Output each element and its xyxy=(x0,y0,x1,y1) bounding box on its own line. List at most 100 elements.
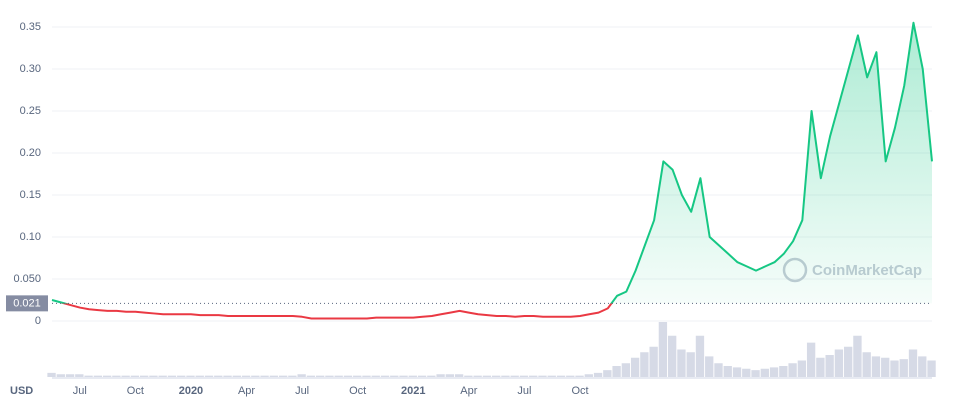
volume-bar xyxy=(677,349,686,377)
volume-bar xyxy=(121,375,130,377)
volume-bar xyxy=(390,375,399,377)
volume-bar xyxy=(714,363,723,377)
volume-bar xyxy=(871,356,881,377)
volume-bar xyxy=(816,357,825,377)
volume-bar xyxy=(779,366,788,377)
x-tick-label: Jul xyxy=(295,385,309,397)
volume-bar xyxy=(408,375,417,377)
volume-bar xyxy=(325,375,334,377)
volume-bar xyxy=(640,352,649,377)
baseline-tag xyxy=(6,295,48,312)
volume-bar xyxy=(306,375,316,377)
volume-bar xyxy=(353,375,362,377)
volume-bar xyxy=(769,367,779,377)
volume-bar xyxy=(788,363,797,377)
volume-bar xyxy=(705,356,714,377)
volume-bar xyxy=(751,370,760,377)
volume-bar xyxy=(232,375,241,377)
volume-bar xyxy=(760,368,769,377)
volume-bar xyxy=(834,349,844,377)
volume-bar xyxy=(464,375,473,377)
volume-bar xyxy=(158,375,167,377)
volume-bar xyxy=(269,375,279,377)
volume-bar xyxy=(102,375,112,377)
volume-bar xyxy=(177,375,186,377)
volume-bar xyxy=(732,367,742,377)
volume-bar xyxy=(492,375,501,377)
volume-bar xyxy=(593,372,603,377)
volume-bar xyxy=(473,375,482,377)
volume-bar xyxy=(167,375,177,377)
y-tick-label: 0.30 xyxy=(20,63,41,75)
volume-bar xyxy=(297,374,306,377)
volume-bar xyxy=(844,346,853,377)
volume-bar xyxy=(316,375,325,377)
volume-bar xyxy=(658,322,668,377)
x-tick-label: Jul xyxy=(73,385,87,397)
volume-bar xyxy=(288,375,297,377)
x-tick-label: Apr xyxy=(460,385,477,397)
baseline-label: 0.021 xyxy=(13,297,41,309)
volume-bar xyxy=(140,375,149,377)
volume-bar xyxy=(899,359,908,377)
price-line xyxy=(51,21,933,320)
volume-bar xyxy=(65,374,75,377)
volume-bar xyxy=(742,368,751,377)
volume-bar xyxy=(649,346,658,377)
x-tick-label: 2021 xyxy=(401,385,425,397)
volume-bar xyxy=(417,375,427,377)
x-tick-label: Oct xyxy=(127,385,144,397)
volume-bar xyxy=(501,375,510,377)
volume-bar xyxy=(723,366,732,377)
x-tick-label: Oct xyxy=(349,385,366,397)
volume-bar xyxy=(862,352,871,377)
y-tick-label: 0.20 xyxy=(20,147,41,159)
y-tick-label: 0.15 xyxy=(20,189,41,201)
y-tick-label: 0.35 xyxy=(20,21,41,33)
y-tick-label: 0 xyxy=(35,315,41,327)
volume-bar xyxy=(890,360,899,377)
volume-bar xyxy=(538,375,547,377)
volume-bar xyxy=(797,360,807,377)
volume-bar xyxy=(251,375,260,377)
volume-bar xyxy=(112,375,121,377)
volume-bar xyxy=(927,360,936,377)
volume-bar xyxy=(380,375,390,377)
x-tick-label: Oct xyxy=(571,385,588,397)
volume-bar xyxy=(56,374,65,377)
volume-bar xyxy=(668,335,677,377)
volume-bar xyxy=(186,375,195,377)
volume-bar xyxy=(612,366,621,377)
volume-bar xyxy=(445,374,455,377)
volume-bar xyxy=(399,375,408,377)
volume-bar xyxy=(603,370,612,377)
volume-bar xyxy=(260,375,269,377)
volume-bar xyxy=(556,375,566,377)
volume-bar xyxy=(454,374,464,377)
volume-bar xyxy=(371,375,380,377)
y-axis-unit: USD xyxy=(10,385,33,397)
y-tick-label: 0.050 xyxy=(13,273,41,285)
y-tick-label: 0.10 xyxy=(20,231,41,243)
volume-bar xyxy=(621,363,631,377)
volume-bar xyxy=(695,335,705,377)
volume-bar xyxy=(130,375,140,377)
volume-bar xyxy=(853,335,862,377)
volume-bar xyxy=(686,352,695,377)
volume-bar xyxy=(806,342,816,377)
volume-bar xyxy=(75,374,84,377)
volume-bar xyxy=(510,375,519,377)
volume-bar xyxy=(427,375,436,377)
volume-bar xyxy=(918,356,927,377)
area-fill xyxy=(52,22,932,304)
volume-bar xyxy=(343,375,353,377)
volume-bar xyxy=(84,375,93,377)
volume-bar xyxy=(334,375,343,377)
volume-bar xyxy=(482,375,492,377)
y-tick-label: 0.25 xyxy=(20,105,41,117)
volume-bar xyxy=(566,375,575,377)
volume-bar xyxy=(584,374,593,377)
x-tick-label: 2020 xyxy=(179,385,203,397)
volume-bar xyxy=(630,357,640,377)
